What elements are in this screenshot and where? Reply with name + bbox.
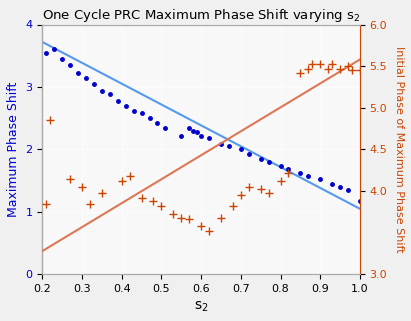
Point: [357, 68, 363, 73]
Point: [206, 136, 212, 141]
Point: [337, 66, 343, 71]
Point: [349, 68, 355, 73]
Point: [345, 64, 351, 69]
Point: [162, 125, 169, 130]
Point: [245, 184, 252, 189]
Point: [154, 121, 161, 126]
Point: [198, 133, 204, 138]
Point: [238, 147, 244, 152]
Point: [43, 50, 50, 55]
Point: [305, 174, 312, 179]
Point: [285, 167, 292, 172]
Point: [257, 187, 264, 192]
Point: [317, 177, 323, 182]
Point: [198, 223, 204, 229]
Point: [238, 193, 244, 198]
Point: [130, 108, 137, 113]
Point: [47, 118, 53, 123]
Point: [59, 56, 65, 61]
Point: [285, 170, 292, 175]
Point: [297, 170, 304, 176]
Point: [158, 204, 165, 209]
Point: [329, 62, 335, 67]
Point: [297, 70, 304, 75]
Point: [99, 89, 105, 94]
X-axis label: s$_2$: s$_2$: [194, 300, 208, 314]
Point: [325, 66, 331, 71]
Point: [337, 184, 343, 189]
Point: [138, 195, 145, 200]
Point: [122, 103, 129, 108]
Point: [67, 176, 74, 181]
Point: [218, 215, 224, 220]
Point: [357, 198, 363, 203]
Point: [329, 181, 335, 187]
Point: [194, 129, 201, 134]
Point: [43, 201, 50, 206]
Point: [91, 81, 97, 86]
Point: [186, 125, 192, 130]
Point: [127, 174, 133, 179]
Point: [186, 216, 192, 221]
Point: [277, 178, 284, 184]
Point: [345, 187, 351, 193]
Point: [309, 62, 316, 67]
Point: [317, 62, 323, 67]
Point: [245, 151, 252, 156]
Point: [83, 75, 89, 80]
Point: [266, 159, 272, 164]
Y-axis label: Initial Phase of Maximum Phase Shift: Initial Phase of Maximum Phase Shift: [394, 46, 404, 253]
Point: [106, 92, 113, 97]
Point: [146, 116, 153, 121]
Point: [226, 144, 232, 149]
Point: [51, 47, 58, 52]
Point: [178, 133, 185, 138]
Point: [257, 156, 264, 161]
Point: [206, 229, 212, 234]
Point: [87, 201, 93, 206]
Point: [305, 66, 312, 71]
Point: [178, 215, 185, 220]
Point: [218, 142, 224, 147]
Point: [75, 71, 81, 76]
Point: [170, 212, 177, 217]
Point: [99, 190, 105, 195]
Point: [118, 178, 125, 184]
Point: [150, 198, 157, 204]
Point: [115, 98, 121, 103]
Title: One Cycle PRC Maximum Phase Shift varying s$_2$: One Cycle PRC Maximum Phase Shift varyin…: [42, 7, 360, 24]
Point: [230, 204, 236, 209]
Y-axis label: Maximum Phase Shift: Maximum Phase Shift: [7, 82, 20, 217]
Point: [67, 63, 74, 68]
Point: [266, 190, 272, 195]
Point: [190, 128, 196, 133]
Point: [138, 111, 145, 116]
Point: [79, 184, 85, 189]
Point: [277, 164, 284, 169]
